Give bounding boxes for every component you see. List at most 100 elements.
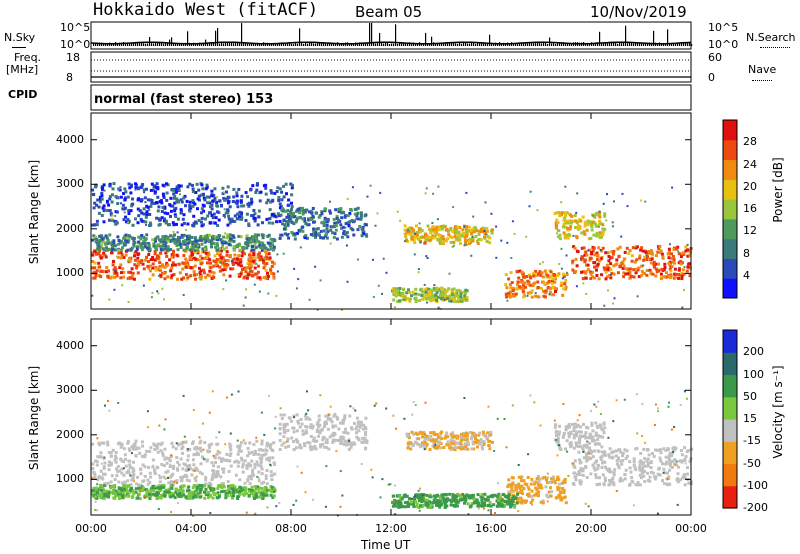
data-cell <box>617 255 621 259</box>
speckle-cell <box>548 293 551 295</box>
data-cell <box>254 272 258 276</box>
data-cell <box>338 421 342 425</box>
data-cell <box>153 250 157 253</box>
data-cell <box>238 217 242 221</box>
nsky-bar <box>139 43 141 46</box>
data-cell <box>175 253 179 257</box>
data-cell <box>456 434 460 438</box>
data-cell <box>442 224 446 228</box>
data-cell <box>605 467 609 471</box>
data-cell <box>313 439 317 443</box>
data-cell <box>250 491 254 495</box>
data-cell <box>116 196 120 200</box>
data-cell <box>558 214 562 218</box>
nsky-bar <box>401 42 403 46</box>
data-cell <box>509 483 512 487</box>
data-cell <box>156 450 160 454</box>
data-cell <box>323 436 326 440</box>
data-cell <box>251 471 255 475</box>
data-cell <box>304 429 308 433</box>
speckle-cell <box>399 219 402 222</box>
data-cell <box>105 236 109 240</box>
data-cell <box>196 197 200 201</box>
nsky-bar <box>105 42 107 46</box>
data-cell <box>406 227 410 231</box>
data-cell <box>132 491 136 495</box>
data-cell <box>130 486 134 490</box>
data-cell <box>645 258 649 262</box>
data-cell <box>315 430 319 433</box>
data-cell <box>132 239 136 243</box>
data-cell <box>565 273 569 276</box>
data-cell <box>177 238 181 242</box>
data-cell <box>106 443 110 447</box>
data-cell <box>108 218 111 222</box>
data-cell <box>532 274 536 278</box>
data-cell <box>511 497 515 501</box>
data-cell <box>172 464 176 468</box>
data-cell <box>325 438 329 442</box>
data-cell <box>451 431 455 435</box>
data-cell <box>457 230 461 234</box>
data-cell <box>638 256 642 260</box>
data-cell <box>217 234 221 237</box>
data-cell <box>200 216 204 220</box>
data-cell <box>186 497 190 500</box>
speckle-cell <box>510 257 513 259</box>
data-cell <box>405 432 409 436</box>
data-cell <box>163 490 167 494</box>
data-cell <box>215 491 219 495</box>
data-cell <box>129 191 133 195</box>
data-cell <box>332 434 336 438</box>
data-cell <box>439 431 443 435</box>
data-cell <box>204 493 208 497</box>
data-cell <box>126 440 130 444</box>
data-cell <box>204 275 208 279</box>
nsky-bar <box>299 28 301 46</box>
data-cell <box>213 187 217 191</box>
nsky-bar <box>643 43 645 46</box>
data-cell <box>143 465 147 469</box>
data-cell <box>260 456 264 460</box>
speckle-cell <box>116 255 119 258</box>
data-cell <box>303 414 307 418</box>
data-cell <box>102 204 106 208</box>
data-cell <box>116 235 120 239</box>
data-cell <box>349 226 353 230</box>
data-cell <box>199 449 203 453</box>
data-cell <box>162 217 166 221</box>
data-cell <box>180 488 184 492</box>
speckle-cell <box>119 186 122 188</box>
speckle-cell <box>565 254 568 257</box>
data-cell <box>680 274 684 278</box>
data-cell <box>175 492 179 496</box>
data-cell <box>573 475 577 479</box>
speckle-cell <box>620 235 623 238</box>
data-cell <box>98 455 102 459</box>
data-cell <box>425 499 429 503</box>
speckle-cell <box>148 208 151 211</box>
data-cell <box>231 200 235 203</box>
data-cell <box>548 290 552 294</box>
data-cell <box>510 281 514 284</box>
data-cell <box>192 495 196 499</box>
data-cell <box>515 287 519 291</box>
data-cell <box>585 459 589 463</box>
data-cell <box>458 226 462 229</box>
data-cell <box>141 486 145 490</box>
data-cell <box>676 472 680 476</box>
data-cell <box>398 494 402 498</box>
data-cell <box>155 492 159 496</box>
data-cell <box>526 282 530 286</box>
data-cell <box>317 215 321 219</box>
data-cell <box>122 242 126 246</box>
data-cell <box>687 481 691 485</box>
speckle-cell <box>572 234 575 237</box>
data-cell <box>534 294 538 298</box>
data-cell <box>139 468 143 472</box>
data-cell <box>287 198 291 202</box>
data-cell <box>561 272 565 276</box>
nsky-bar <box>487 43 489 46</box>
data-cell <box>154 266 158 270</box>
data-cell <box>186 276 190 280</box>
